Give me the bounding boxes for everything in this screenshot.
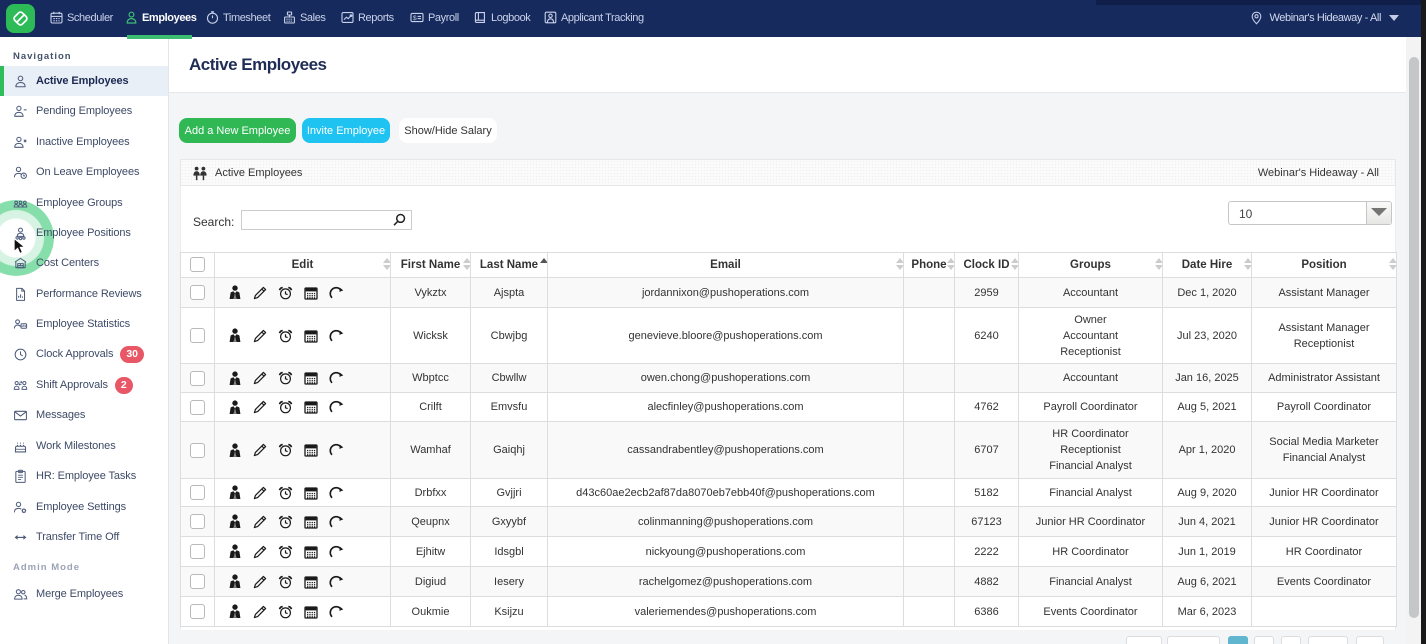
svg-text:$: $: [413, 15, 417, 22]
